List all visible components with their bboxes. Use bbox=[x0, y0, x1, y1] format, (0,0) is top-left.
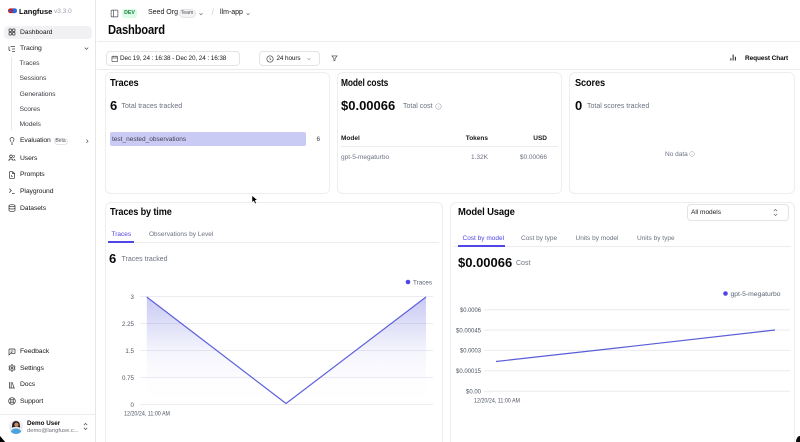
svg-text:1.5: 1.5 bbox=[125, 348, 134, 355]
svg-text:$0.00015: $0.00015 bbox=[456, 368, 482, 375]
svg-text:12/20/24, 11:00 AM: 12/20/24, 11:00 AM bbox=[124, 412, 170, 418]
svg-text:gpt-5-megaturbo: gpt-5-megaturbo bbox=[731, 291, 781, 298]
svg-text:$0.0006: $0.0006 bbox=[460, 307, 482, 314]
svg-text:0: 0 bbox=[131, 402, 135, 409]
svg-text:$0.00: $0.00 bbox=[466, 389, 482, 396]
svg-text:$0.0003: $0.0003 bbox=[460, 348, 482, 355]
svg-text:$0.00045: $0.00045 bbox=[456, 327, 482, 334]
svg-text:3: 3 bbox=[131, 294, 135, 301]
svg-text:Traces: Traces bbox=[413, 280, 433, 287]
svg-text:2.25: 2.25 bbox=[122, 321, 135, 328]
svg-text:0.75: 0.75 bbox=[122, 375, 135, 382]
svg-text:12/20/24, 11:00 AM: 12/20/24, 11:00 AM bbox=[474, 399, 520, 405]
